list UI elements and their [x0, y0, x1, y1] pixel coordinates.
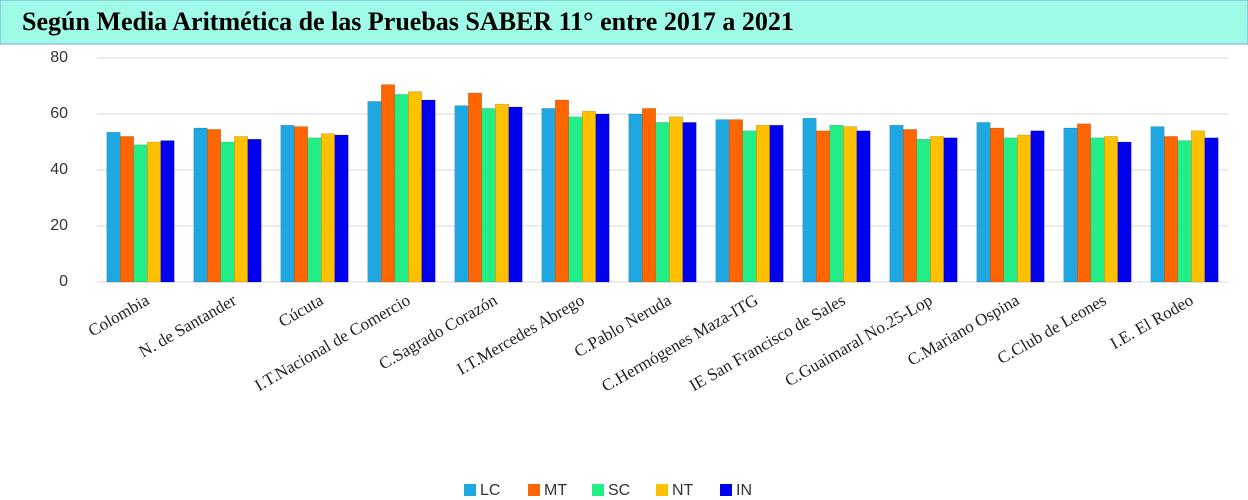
bar — [669, 116, 683, 283]
legend-swatch — [464, 484, 476, 496]
bar — [756, 124, 770, 283]
bar — [133, 144, 148, 283]
bar — [1030, 130, 1045, 283]
bar — [394, 94, 409, 283]
y-tick-label: 0 — [59, 273, 68, 290]
bar — [1003, 137, 1018, 283]
bar — [1117, 141, 1132, 283]
x-tick-label: C.Guaimaral No.25-Lop — [782, 290, 936, 390]
bar — [367, 101, 382, 283]
bar — [930, 136, 944, 283]
bar — [856, 130, 871, 283]
y-tick-label: 20 — [50, 217, 68, 234]
legend-label: MT — [544, 482, 567, 499]
bar — [106, 131, 121, 283]
bar — [1017, 134, 1031, 283]
bar — [990, 127, 1004, 283]
x-tick-label: N. de Santander — [136, 290, 240, 361]
y-tick-label: 60 — [50, 105, 68, 122]
bar — [1077, 123, 1091, 283]
bar — [1104, 136, 1118, 283]
bar — [642, 108, 656, 283]
bar — [943, 137, 958, 283]
bar — [742, 130, 757, 283]
bar — [1090, 137, 1105, 283]
x-tick-label: Cúcuta — [275, 290, 327, 331]
bar — [555, 99, 569, 283]
bar — [294, 126, 308, 283]
legend-swatch — [528, 484, 540, 496]
x-tick-label: I.E. El Rodeo — [1107, 290, 1197, 353]
bar — [816, 130, 830, 283]
bar — [334, 134, 349, 283]
bar — [1063, 127, 1078, 283]
chart-title: Según Media Aritmética de las Pruebas SA… — [22, 7, 794, 36]
bar — [916, 138, 931, 283]
bar — [843, 126, 857, 283]
bar — [468, 92, 482, 283]
bar — [321, 133, 335, 283]
bar — [903, 129, 917, 283]
bar — [495, 103, 509, 283]
bar — [1150, 126, 1165, 283]
bar — [628, 113, 643, 283]
bar — [595, 113, 610, 283]
legend-label: SC — [608, 482, 630, 499]
bar — [802, 117, 817, 283]
bar — [193, 127, 208, 283]
title-banner — [0, 0, 1248, 45]
bar — [280, 124, 295, 283]
bar — [769, 124, 784, 283]
legend-label: LC — [480, 482, 500, 499]
legend-swatch — [592, 484, 604, 496]
bar — [729, 119, 743, 283]
bar — [1191, 130, 1205, 283]
x-tick-label: C.Hermógenes Maza-ITG — [598, 290, 761, 395]
bar — [421, 99, 436, 283]
legend-swatch — [656, 484, 668, 496]
bar — [655, 122, 670, 283]
bar — [541, 108, 556, 283]
bar — [715, 119, 730, 283]
bar — [147, 141, 161, 283]
bar — [1164, 136, 1178, 283]
bar — [408, 91, 422, 283]
x-tick-label: Colombia — [85, 290, 153, 340]
bar — [582, 110, 596, 283]
bar — [508, 106, 523, 283]
bar — [307, 137, 322, 283]
bar — [481, 108, 496, 283]
bar — [120, 136, 134, 283]
bar — [220, 141, 235, 283]
bar — [207, 129, 221, 283]
bar — [454, 105, 469, 283]
bar — [1177, 140, 1192, 283]
bar — [829, 124, 844, 283]
y-tick-label: 40 — [50, 161, 68, 178]
legend-label: IN — [736, 482, 752, 499]
bar — [682, 122, 697, 283]
x-tick-label: IE San Francisco de Sales — [686, 290, 848, 395]
bar — [568, 116, 583, 283]
legend-swatch — [720, 484, 732, 496]
bar — [247, 138, 262, 283]
legend-label: NT — [672, 482, 694, 499]
bar — [381, 84, 395, 283]
bar — [889, 124, 904, 283]
bar — [234, 136, 248, 283]
x-tick-label: I.T.Nacional de Comercio — [251, 290, 413, 395]
bar — [160, 140, 175, 283]
bar — [1204, 137, 1219, 283]
y-tick-label: 80 — [50, 49, 68, 66]
bar — [976, 122, 991, 283]
